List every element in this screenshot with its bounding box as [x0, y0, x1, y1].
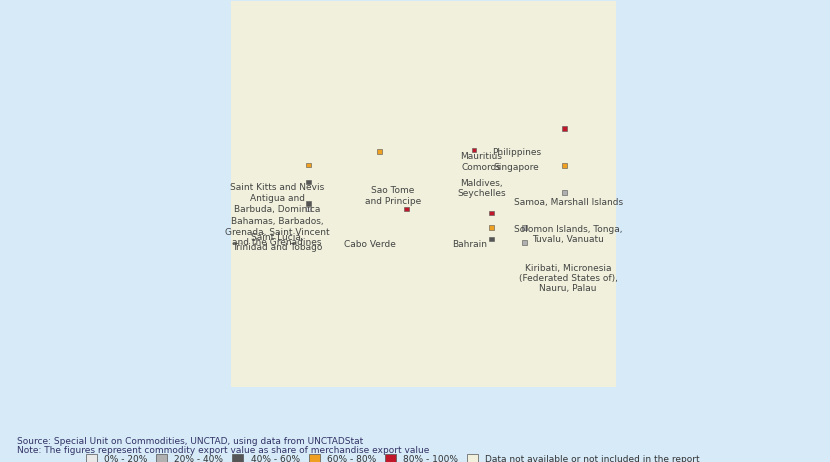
Bar [522, 240, 526, 245]
Text: Cabo Verde: Cabo Verde [344, 240, 396, 249]
Bar [489, 237, 494, 241]
Text: Sao Tome
and Principe: Sao Tome and Principe [364, 186, 421, 206]
Text: Saint Lucia,
Trinidad and Tobago: Saint Lucia, Trinidad and Tobago [232, 233, 322, 252]
Bar [522, 225, 526, 230]
Text: Bahamas, Barbados,
Grenada, Saint Vincent
and the Grenadines: Bahamas, Barbados, Grenada, Saint Vincen… [225, 217, 330, 247]
Bar [489, 211, 494, 215]
Bar [563, 163, 567, 168]
Bar [306, 201, 310, 206]
Text: Samoa, Marshall Islands: Samoa, Marshall Islands [514, 198, 622, 207]
Text: Maldives,
Seychelles: Maldives, Seychelles [457, 179, 505, 198]
Bar [306, 163, 310, 167]
Text: Antigua and
Barbuda, Dominica: Antigua and Barbuda, Dominica [234, 194, 320, 213]
Text: Solomon Islands, Tonga,
Tuvalu, Vanuatu: Solomon Islands, Tonga, Tuvalu, Vanuatu [514, 225, 622, 244]
Legend: 0% - 20%, 20% - 40%, 40% - 60%, 60% - 80%, 80% - 100%, Data not available or not: 0% - 20%, 20% - 40%, 40% - 60%, 60% - 80… [82, 451, 703, 462]
Bar [404, 207, 409, 212]
Bar [306, 207, 310, 212]
Bar [563, 190, 567, 195]
Bar [489, 225, 494, 230]
Bar [563, 126, 567, 131]
Bar [306, 180, 310, 184]
Text: Saint Kitts and Nevis: Saint Kitts and Nevis [230, 182, 325, 192]
Bar [378, 149, 382, 154]
Text: Mauritius: Mauritius [461, 152, 502, 161]
Text: Source: Special Unit on Commodities, UNCTAD, using data from UNCTADStat: Source: Special Unit on Commodities, UNC… [17, 437, 363, 445]
Text: Comoros: Comoros [461, 163, 501, 172]
Text: Philippines: Philippines [491, 148, 541, 157]
Text: Singapore: Singapore [493, 163, 539, 172]
Text: Note: The figures represent commodity export value as share of merchandise expor: Note: The figures represent commodity ex… [17, 446, 429, 455]
Bar [472, 148, 476, 152]
Text: Kiribati, Micronesia
(Federated States of),
Nauru, Palau: Kiribati, Micronesia (Federated States o… [519, 263, 618, 293]
Text: Bahrain: Bahrain [452, 240, 487, 249]
